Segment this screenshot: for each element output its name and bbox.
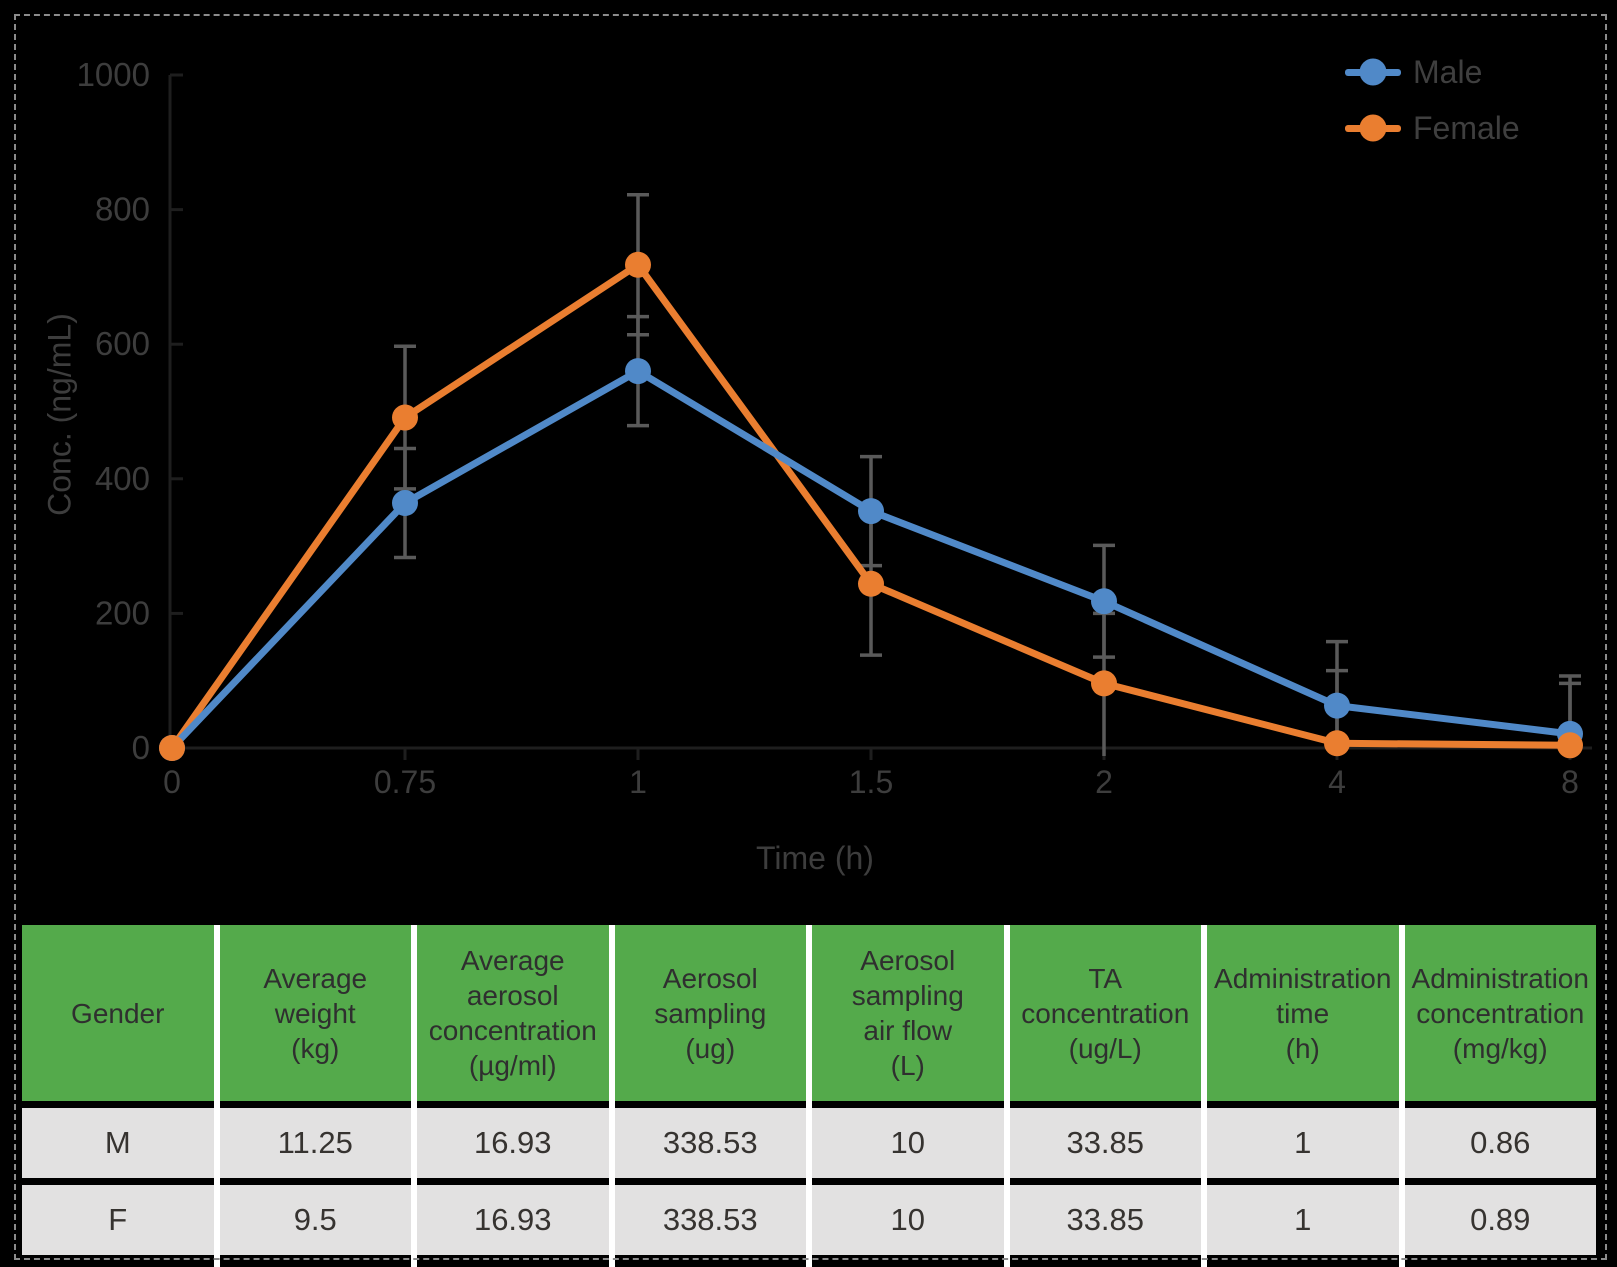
cell-average-weight: 9.5 (219, 1185, 411, 1255)
cell-administration-time: 1 (1207, 1185, 1399, 1255)
column-separator (411, 925, 417, 1267)
table-header-row: Gender Average weight (kg) Average aeros… (22, 925, 1596, 1101)
header-average-aerosol-concentration: Average aerosol concentration (µg/ml) (417, 925, 609, 1101)
y-tick-label: 400 (95, 460, 150, 497)
x-tick-label: 8 (1561, 764, 1579, 800)
male-data-point-marker (1324, 692, 1350, 719)
table-row-male: M 11.25 16.93 338.53 10 33.85 1 0.86 (22, 1108, 1596, 1178)
x-axis-title: Time (h) (756, 840, 874, 876)
header-gender: Gender (22, 925, 214, 1101)
x-tick-label: 1.5 (849, 764, 893, 800)
x-tick-label: 0 (163, 764, 181, 800)
header-ta-concentration: TA concentration (ug/L) (1009, 925, 1201, 1101)
cell-average-aerosol-concentration: 16.93 (417, 1108, 609, 1178)
cell-administration-concentration: 0.89 (1404, 1185, 1596, 1255)
cell-ta-concentration: 33.85 (1009, 1185, 1201, 1255)
table-row-female: F 9.5 16.93 338.53 10 33.85 1 0.89 (22, 1185, 1596, 1255)
cell-administration-time: 1 (1207, 1108, 1399, 1178)
y-tick-label: 200 (95, 594, 150, 631)
y-axis-title: Conc. (ng/mL) (41, 313, 78, 516)
cell-ta-concentration: 33.85 (1009, 1108, 1201, 1178)
x-tick-label: 0.75 (374, 764, 436, 800)
y-tick-label: 600 (95, 325, 150, 362)
legend-label-female: Female (1413, 109, 1520, 146)
column-separator (213, 925, 220, 1267)
male-data-point-marker (1091, 588, 1117, 615)
header-average-weight: Average weight (kg) (219, 925, 411, 1101)
cell-aerosol-sampling-air-flow: 10 (812, 1185, 1004, 1255)
male-legend-line-icon (1345, 58, 1401, 86)
column-separator (806, 925, 812, 1267)
x-tick-label: 4 (1328, 764, 1346, 800)
header-aerosol-sampling-air-flow: Aerosol sampling air flow (L) (812, 925, 1004, 1101)
male-data-point-marker (392, 490, 418, 517)
x-tick-label: 1 (629, 764, 647, 800)
column-separator (1398, 925, 1405, 1267)
cell-gender: M (22, 1108, 214, 1178)
female-data-point-marker (1091, 670, 1117, 697)
cell-gender: F (22, 1185, 214, 1255)
x-tick-label: 2 (1095, 764, 1113, 800)
female-data-point-marker (625, 251, 651, 278)
y-tick-label: 0 (132, 729, 150, 766)
male-legend-marker-icon (1359, 58, 1387, 86)
female-data-point-marker (392, 404, 418, 431)
legend-item-female: Female (1345, 108, 1520, 148)
column-separator (1201, 925, 1207, 1267)
header-administration-time: Administration time (h) (1207, 925, 1399, 1101)
column-separator (1003, 925, 1010, 1267)
cell-average-aerosol-concentration: 16.93 (417, 1185, 609, 1255)
cell-aerosol-sampling: 338.53 (614, 1185, 806, 1255)
cell-aerosol-sampling-air-flow: 10 (812, 1108, 1004, 1178)
y-tick-label: 1000 (77, 56, 150, 93)
female-legend-marker-icon (1359, 114, 1387, 142)
concentration-time-chart: 0 200 400 600 800 1000 0 0.75 1 1.5 2 4 8 (77, 56, 1592, 800)
male-data-point-marker (858, 498, 884, 525)
female-data-point-marker (1324, 730, 1350, 757)
female-data-point-marker (858, 570, 884, 597)
legend-item-male: Male (1345, 52, 1520, 92)
male-data-point-marker (625, 358, 651, 385)
header-aerosol-sampling: Aerosol sampling (ug) (614, 925, 806, 1101)
cell-average-weight: 11.25 (219, 1108, 411, 1178)
female-data-point-marker (1557, 732, 1583, 759)
y-tick-label: 800 (95, 191, 150, 228)
female-legend-line-icon (1345, 114, 1401, 142)
female-data-point-marker (159, 735, 185, 761)
legend: Male Female (1345, 52, 1520, 164)
header-administration-concentration: Administration concentration (mg/kg) (1404, 925, 1596, 1101)
cell-aerosol-sampling: 338.53 (614, 1108, 806, 1178)
cell-administration-concentration: 0.86 (1404, 1108, 1596, 1178)
legend-label-male: Male (1413, 53, 1483, 90)
dose-parameters-table: Gender Average weight (kg) Average aeros… (22, 925, 1596, 1267)
column-separator (608, 925, 615, 1267)
